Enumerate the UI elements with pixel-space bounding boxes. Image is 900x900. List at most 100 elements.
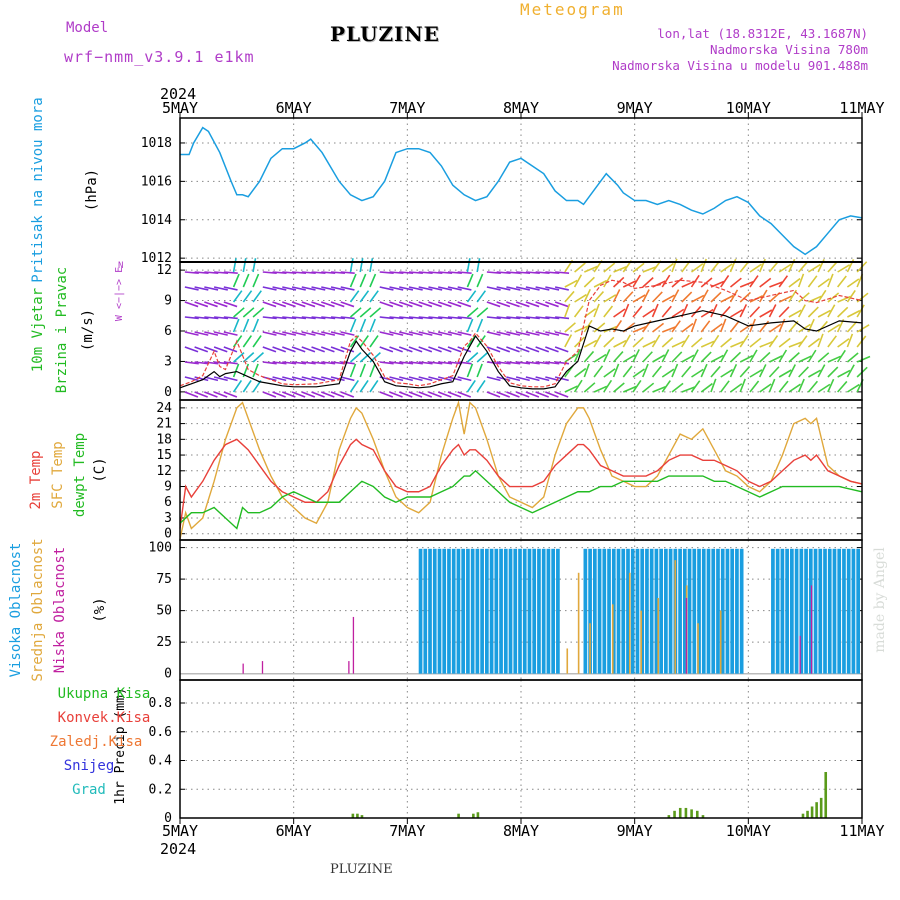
high-cloud-bar xyxy=(588,548,592,674)
wind-barb xyxy=(603,379,613,393)
y-tick-label: 21 xyxy=(156,417,172,432)
precip-legend-item: Ukupna Kisa xyxy=(58,686,151,702)
y-tick-label: 0 xyxy=(164,527,172,542)
wind-barb xyxy=(272,271,287,275)
low-cloud-bar xyxy=(810,585,813,674)
precip-bar xyxy=(824,772,828,818)
wind-barb xyxy=(291,376,306,382)
wind-barb xyxy=(622,334,631,348)
wind-barb xyxy=(817,364,826,378)
wind-barb xyxy=(681,280,695,288)
wind-barb xyxy=(661,262,674,273)
wind-barb xyxy=(729,363,738,378)
wind-barb xyxy=(661,274,671,288)
wind-barb xyxy=(827,355,842,363)
wind-barb xyxy=(827,304,836,318)
wind-barb xyxy=(321,331,336,336)
wind-barb xyxy=(690,337,703,348)
model-elevation-label: Nadmorska Visina u modelu 901.488m xyxy=(612,58,868,73)
high-cloud-bar xyxy=(739,548,744,674)
wind-barb xyxy=(252,335,262,348)
wind-barb xyxy=(194,361,209,365)
wind-barb xyxy=(710,291,722,303)
wind-barb xyxy=(690,380,701,393)
x-tick-label-bottom: 8MAY xyxy=(503,822,539,840)
wind-barb xyxy=(379,391,394,398)
wind-barb xyxy=(769,281,783,288)
high-cloud-bar xyxy=(447,548,451,674)
y-tick-label: 15 xyxy=(156,448,172,463)
wind-barb xyxy=(778,295,793,303)
x-tick-label-bottom: 6MAY xyxy=(276,822,312,840)
wind-barb xyxy=(661,294,675,303)
wind-barb xyxy=(252,363,259,378)
precip-bar xyxy=(810,806,814,818)
wind-barb xyxy=(535,376,550,382)
wind-barb xyxy=(798,355,812,363)
wind-barb xyxy=(340,301,355,308)
wind-barb xyxy=(700,277,713,288)
wind-barb xyxy=(642,289,650,303)
wind-barb xyxy=(457,271,472,275)
mid-cloud-bar xyxy=(628,572,631,674)
wind-barb xyxy=(476,318,484,333)
wind-barb xyxy=(330,286,345,291)
wind-barb xyxy=(593,365,604,378)
precip-bar xyxy=(701,815,705,818)
wind-barb xyxy=(301,361,316,365)
wind-barb xyxy=(291,346,306,353)
wind-barb xyxy=(856,355,871,363)
wind-barb xyxy=(496,391,510,398)
wind-barb xyxy=(447,346,462,353)
wind-barb xyxy=(574,336,586,348)
wind-barb xyxy=(418,286,433,291)
mid-cloud-bar xyxy=(674,560,677,674)
y-tick-label: 100 xyxy=(149,541,172,556)
wind-barb xyxy=(807,263,821,273)
wind-barb xyxy=(817,352,830,363)
high-cloud-bar xyxy=(654,548,659,674)
wind-barb xyxy=(700,308,714,318)
y-tick-label: 0 xyxy=(164,811,172,826)
wind-barb xyxy=(788,341,803,348)
wind-barb xyxy=(389,391,403,398)
wind-barb xyxy=(837,264,851,273)
y-tick-label: 9 xyxy=(164,480,172,495)
wind-barb xyxy=(593,353,607,363)
wind-barb xyxy=(213,376,228,382)
wind-barb xyxy=(204,316,219,320)
wind-barb xyxy=(320,346,335,353)
wind-barb xyxy=(204,361,219,365)
wind-barb xyxy=(778,380,789,393)
wind-barb xyxy=(457,301,472,308)
precip-bar xyxy=(457,813,460,818)
wind-barb xyxy=(632,368,645,378)
wind-barb xyxy=(788,364,796,378)
high-cloud-bar xyxy=(437,548,442,674)
wind-barb xyxy=(466,352,479,363)
wind-barb xyxy=(282,331,297,336)
high-cloud-bar xyxy=(668,548,673,674)
wind-barb xyxy=(349,318,357,333)
wind-barb xyxy=(282,286,297,291)
high-cloud-bar xyxy=(432,548,437,674)
y-tick-label: 3 xyxy=(164,511,172,526)
high-cloud-bar xyxy=(428,548,432,674)
high-cloud-bar xyxy=(597,548,602,674)
high-cloud-bar xyxy=(466,548,470,674)
wind-barb xyxy=(272,391,286,398)
wind-barb xyxy=(545,316,560,320)
wind-barb xyxy=(612,363,620,378)
wind-barb xyxy=(768,323,782,333)
high-cloud-bar xyxy=(775,548,780,674)
wind-barb xyxy=(846,289,856,303)
high-cloud-bar xyxy=(522,548,527,674)
wind-barb xyxy=(340,316,355,320)
wind-barb xyxy=(252,307,265,318)
wind-barb xyxy=(301,376,316,382)
wind-barb xyxy=(573,305,584,318)
wind-barb xyxy=(408,376,423,382)
wind-barb xyxy=(398,301,413,308)
wind-barb xyxy=(612,289,621,303)
wind-barb xyxy=(194,316,209,320)
